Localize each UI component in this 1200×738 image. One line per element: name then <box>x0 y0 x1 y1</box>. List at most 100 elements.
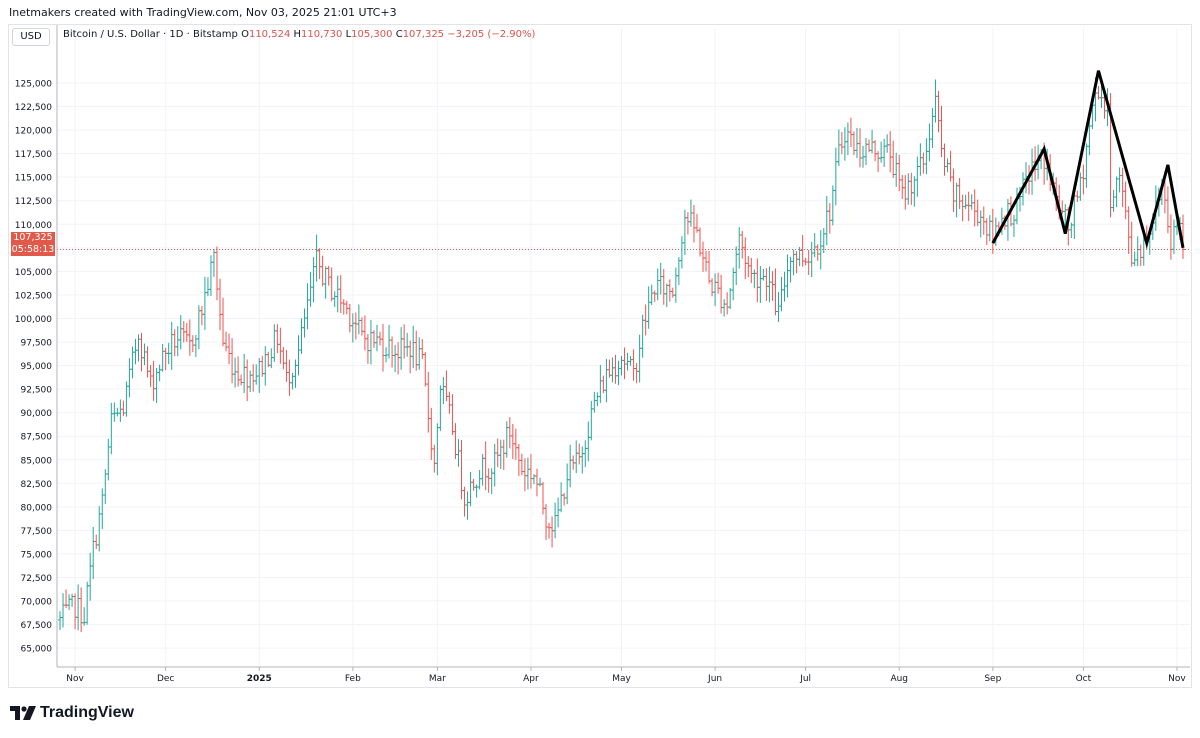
ohlc-bar <box>109 402 114 455</box>
ohlc-bar <box>987 215 992 242</box>
ohlc-bar <box>1132 251 1137 266</box>
tradingview-logo-icon <box>10 706 36 720</box>
ohlc-bar <box>462 486 467 517</box>
ohlc-bar <box>969 194 974 210</box>
ohlc-bar <box>399 327 404 370</box>
tradingview-logo[interactable]: TradingView <box>10 704 134 722</box>
ohlc-bar <box>477 469 482 490</box>
ohlc-bar <box>335 275 340 313</box>
ohlc-bar <box>643 304 648 336</box>
ohlc-bar <box>504 421 509 458</box>
ohlc-bar <box>544 504 549 541</box>
ohlc-bar <box>151 360 156 401</box>
ohlc-bar <box>341 299 346 315</box>
ohlc-bar <box>930 108 935 149</box>
price-axis: 65,000 67,500 70,000 72,500 75,000 77,500 80,0… <box>15 25 58 667</box>
ohlc-bar <box>118 399 123 422</box>
ohlc-bar <box>921 152 926 174</box>
ohlc-bar <box>230 338 235 384</box>
ohlc-bar <box>779 276 784 312</box>
ohlc-bar <box>450 394 455 436</box>
ohlc-bar <box>236 356 241 387</box>
open-value: 110,524 <box>248 29 291 40</box>
ohlc-bar <box>1114 176 1119 208</box>
ohlc-bar <box>471 478 476 491</box>
ohlc-bar <box>91 526 96 580</box>
bar-countdown: 05:58:13 <box>11 244 55 255</box>
ohlc-bar <box>429 407 434 460</box>
ohlc-bar <box>438 385 443 432</box>
ohlc-bar <box>652 290 657 302</box>
ohlc-bar <box>707 250 712 284</box>
price-tick-label: 92,500 <box>21 386 53 396</box>
ohlc-bar <box>701 241 706 272</box>
ohlc-bar <box>537 477 542 487</box>
ohlc-bar <box>94 534 99 550</box>
ohlc-bar <box>740 230 745 259</box>
ohlc-bar <box>390 336 395 368</box>
ohlc-bar <box>951 168 956 213</box>
ohlc-bar <box>848 117 853 148</box>
ohlc-bar <box>628 356 633 366</box>
zigzag-pattern <box>991 70 1185 249</box>
ohlc-bar <box>317 248 322 280</box>
ohlc-bar <box>1126 206 1131 255</box>
ohlc-bar <box>830 185 835 226</box>
ohlc-bar <box>903 175 908 210</box>
ohlc-bar <box>447 391 452 414</box>
ohlc-bar <box>553 502 558 539</box>
time-tick-label: Aug <box>890 674 908 684</box>
ohlc-bar <box>728 287 733 310</box>
ohlc-bar <box>697 227 702 257</box>
price-tick-label: 97,500 <box>21 339 53 349</box>
ohlc-bar <box>734 246 739 286</box>
ohlc-bar <box>897 154 902 192</box>
ohlc-bar <box>541 482 546 515</box>
ohlc-bar <box>782 271 787 302</box>
ohlc-bar <box>565 463 570 505</box>
ohlc-bar <box>833 147 838 206</box>
ohlc-bar <box>362 315 367 351</box>
high-label: H <box>293 29 302 40</box>
ohlc-bar <box>990 208 995 254</box>
time-axis: Nov Dec 2025 Feb Mar Apr May Jun Jul Aug Sep Oct Nov <box>57 666 1190 684</box>
ohlc-bar <box>1120 167 1125 208</box>
close-value: 107,325 <box>402 29 445 40</box>
time-tick-label: Feb <box>345 674 361 684</box>
ohlc-bar <box>661 268 666 305</box>
ohlc-bar <box>912 176 917 207</box>
ohlc-bar <box>224 331 229 352</box>
ohlc-bar <box>175 326 180 357</box>
ohlc-bar <box>411 325 416 369</box>
time-tick-label: Apr <box>523 674 539 684</box>
time-tick-label: Nov <box>1168 674 1186 684</box>
ohlc-bar <box>115 407 120 417</box>
time-tick-label: 2025 <box>247 674 272 684</box>
ohlc-bar <box>616 360 621 386</box>
ohlc-bar <box>568 444 573 488</box>
ohlc-bar <box>550 516 555 548</box>
ohlc-bar <box>842 127 847 161</box>
chart-watermark-header: Inetmakers created with TradingView.com,… <box>9 6 397 19</box>
ohlc-bar <box>408 340 413 374</box>
ohlc-bar <box>713 273 718 307</box>
currency-label[interactable]: USD <box>12 28 50 46</box>
ohlc-bar <box>305 283 310 330</box>
symbol-description[interactable]: Bitcoin / U.S. Dollar · 1D · Bitstamp <box>63 29 238 40</box>
ohlc-bar <box>824 195 829 246</box>
ohlc-bar <box>154 367 159 403</box>
ohlc-bar <box>507 417 512 449</box>
ohlc-bar <box>353 312 358 340</box>
ohlc-bar <box>577 443 582 465</box>
ohlc-bar <box>1168 214 1173 260</box>
ohlc-bar <box>525 457 530 490</box>
ohlc-bar <box>794 250 799 274</box>
ohlc-bar <box>402 324 407 359</box>
ohlc-bar <box>972 189 977 227</box>
ohlc-bar <box>251 364 256 392</box>
ohlc-legend: Bitcoin / U.S. Dollar · 1D · Bitstamp O1… <box>63 29 535 40</box>
ohlc-bar <box>326 265 331 286</box>
zigzag-line[interactable] <box>991 70 1185 249</box>
ohlc-bar <box>359 317 364 336</box>
